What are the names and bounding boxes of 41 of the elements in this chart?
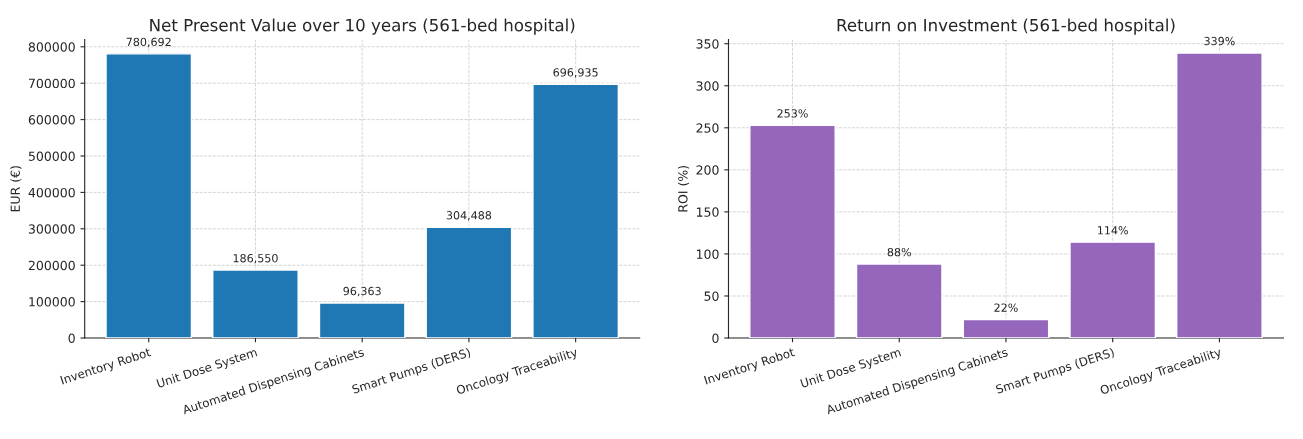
y-tick-label: 150 [696, 207, 719, 217]
y-tick-label: 100 [696, 249, 719, 259]
y-tick-label: 0 [712, 333, 719, 343]
y-tick-label: 200 [696, 165, 719, 175]
bar [855, 263, 943, 339]
bar [962, 318, 1050, 339]
y-axis-title: ROI (%) [677, 165, 690, 212]
data-label: 339% [1204, 36, 1235, 46]
data-label: 22% [994, 303, 1018, 312]
y-tick-label: 600000 [28, 115, 75, 125]
bar [532, 83, 620, 339]
y-tick-label: 50 [704, 291, 719, 301]
y-axis-title: EUR (€) [10, 166, 22, 212]
y-tick-label: 0 [68, 333, 75, 343]
chart-title: Net Present Value over 10 years (561-bed hospital) [150, 18, 575, 35]
chart-title: Return on Investment (561-bed hospital) [837, 18, 1175, 35]
data-label: 696,935 [553, 68, 598, 78]
y-tick-label: 400000 [28, 187, 75, 198]
data-label: 304,488 [446, 211, 492, 221]
data-label: 114% [1098, 226, 1128, 235]
y-tick-label: 200000 [28, 260, 75, 271]
bar [1176, 52, 1263, 339]
y-tick-label: 300 [696, 81, 719, 91]
bar [749, 124, 836, 339]
bar [105, 53, 193, 339]
y-tick-label: 100000 [29, 297, 75, 307]
y-tick-label: 500000 [28, 151, 75, 161]
data-label: 253% [777, 109, 808, 118]
data-label: 186,550 [233, 254, 278, 264]
bar [1069, 241, 1157, 339]
bar [425, 226, 513, 339]
bar [318, 302, 406, 339]
y-tick-label: 300000 [28, 224, 75, 234]
data-label: 96,363 [343, 286, 381, 297]
bar [212, 269, 299, 339]
y-tick-label: 250 [696, 123, 719, 133]
y-tick-label: 350 [696, 39, 719, 49]
y-tick-label: 700000 [28, 78, 75, 89]
y-tick-label: 800000 [28, 42, 75, 52]
data-label: 88% [887, 247, 911, 257]
data-label: 780,692 [126, 37, 171, 48]
